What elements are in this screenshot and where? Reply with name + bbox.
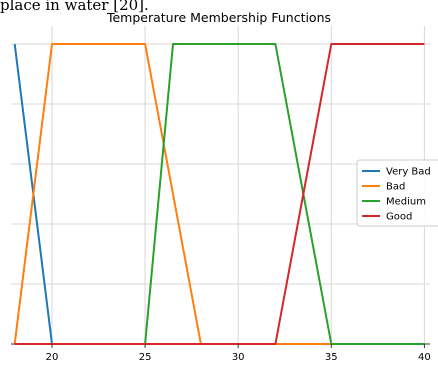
page-text-fragment: place in water [20]. bbox=[0, 0, 149, 14]
x-tick-label: 20 bbox=[46, 352, 59, 363]
legend-box bbox=[356, 159, 438, 227]
x-tick-label: 35 bbox=[325, 352, 338, 363]
legend-label-bad: Bad bbox=[386, 182, 405, 193]
legend-label-good: Good bbox=[386, 212, 412, 223]
x-tick-label: 40 bbox=[418, 352, 431, 363]
x-tick-label: 30 bbox=[232, 352, 245, 363]
x-tick-label: 25 bbox=[139, 352, 152, 363]
legend: Very Bad Bad Medium Good bbox=[356, 159, 438, 227]
chart-title: Temperature Membership Functions bbox=[106, 10, 332, 25]
legend-label-very-bad: Very Bad bbox=[386, 167, 431, 178]
legend-label-medium: Medium bbox=[386, 197, 426, 208]
tick-labels: 20 25 30 35 40 bbox=[46, 344, 431, 363]
